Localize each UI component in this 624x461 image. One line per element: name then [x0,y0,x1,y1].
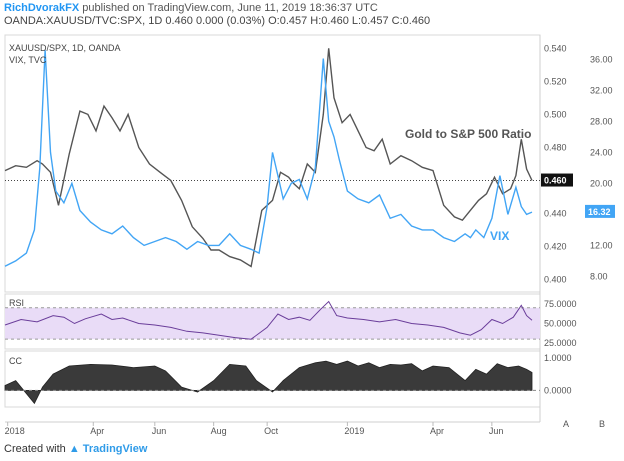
side-button-label: A [563,419,569,429]
vix-axis-tick: 32.00 [590,85,613,95]
time-axis-tick: Oct [264,426,279,436]
footer-brand[interactable]: TradingView [82,443,148,455]
vix-axis-tick: 36.00 [590,54,613,64]
vix-axis-tick: 28.00 [590,116,613,126]
time-axis-tick: Aug [211,426,227,436]
main-legend-1: VIX, TVC [9,55,47,65]
vix-axis-tick: 24.00 [590,147,613,157]
vix-value-tag [585,204,615,218]
right-axis-tick: 0.500 [544,109,567,119]
publish-header: RichDvorakFX published on TradingView.co… [4,2,378,14]
time-axis-tick: Jun [489,426,504,436]
rsi-series-line [4,300,533,340]
annotation-gold-sp: Gold to S&P 500 Ratio [405,127,531,141]
rsi-axis-tick: 75.0000 [544,299,577,309]
tradingview-logo-icon: ▲ [68,443,80,455]
vix-axis-tick: 8.00 [590,271,608,281]
vix-axis-tick: 20.00 [590,178,613,188]
vix-axis-tick: 12.00 [590,240,613,250]
time-axis-tick: Apr [90,426,104,436]
last-value-label: 0.460 [544,176,567,186]
right-axis-tick: 0.540 [544,43,567,53]
side-button-label: B [599,419,605,429]
publish-info: published on TradingView.com, June 11, 2… [82,2,378,14]
cc-legend: CC [9,356,22,366]
right-axis-tick: 0.440 [544,209,567,219]
time-axis-tick: Apr [430,426,444,436]
right-axis-tick: 0.420 [544,242,567,252]
time-axis-tick: 2018 [5,426,25,436]
right-axis-tick: 0.520 [544,76,567,86]
cc-axis-tick: 0.0000 [544,385,572,395]
rsi-axis-tick: 25.0000 [544,338,577,348]
cc-series-area [4,360,533,405]
rsi-band [5,307,540,340]
rsi-legend: RSI [9,298,24,308]
symbol-line: OANDA:XAUUSD/TVC:SPX, 1D 0.460 0.000 (0.… [4,15,431,27]
vix-series-line [4,50,533,267]
time-axis-tick: Jun [152,426,167,436]
vix-value-label: 16.32 [588,207,611,217]
author-link[interactable]: RichDvorakFX [4,2,80,14]
right-axis-tick: 0.480 [544,142,567,152]
main-legend-0: XAUUSD/SPX, 1D, OANDA [9,43,121,53]
footer-created-with: Created with [4,443,66,455]
side-button-a[interactable]: A [563,419,569,429]
time-axis-tick: 2019 [344,426,364,436]
right-axis-tick: 0.400 [544,275,567,285]
cc-axis-tick: 1.0000 [544,353,572,363]
rsi-axis-tick: 50.0000 [544,318,577,328]
side-button-b[interactable]: B [599,419,605,429]
last-value-tag [541,173,573,187]
footer: Created with ▲ TradingView [4,443,147,455]
annotation-vix: VIX [490,229,509,243]
ratio-series-line [4,48,533,268]
main-panel-frame [4,34,541,293]
